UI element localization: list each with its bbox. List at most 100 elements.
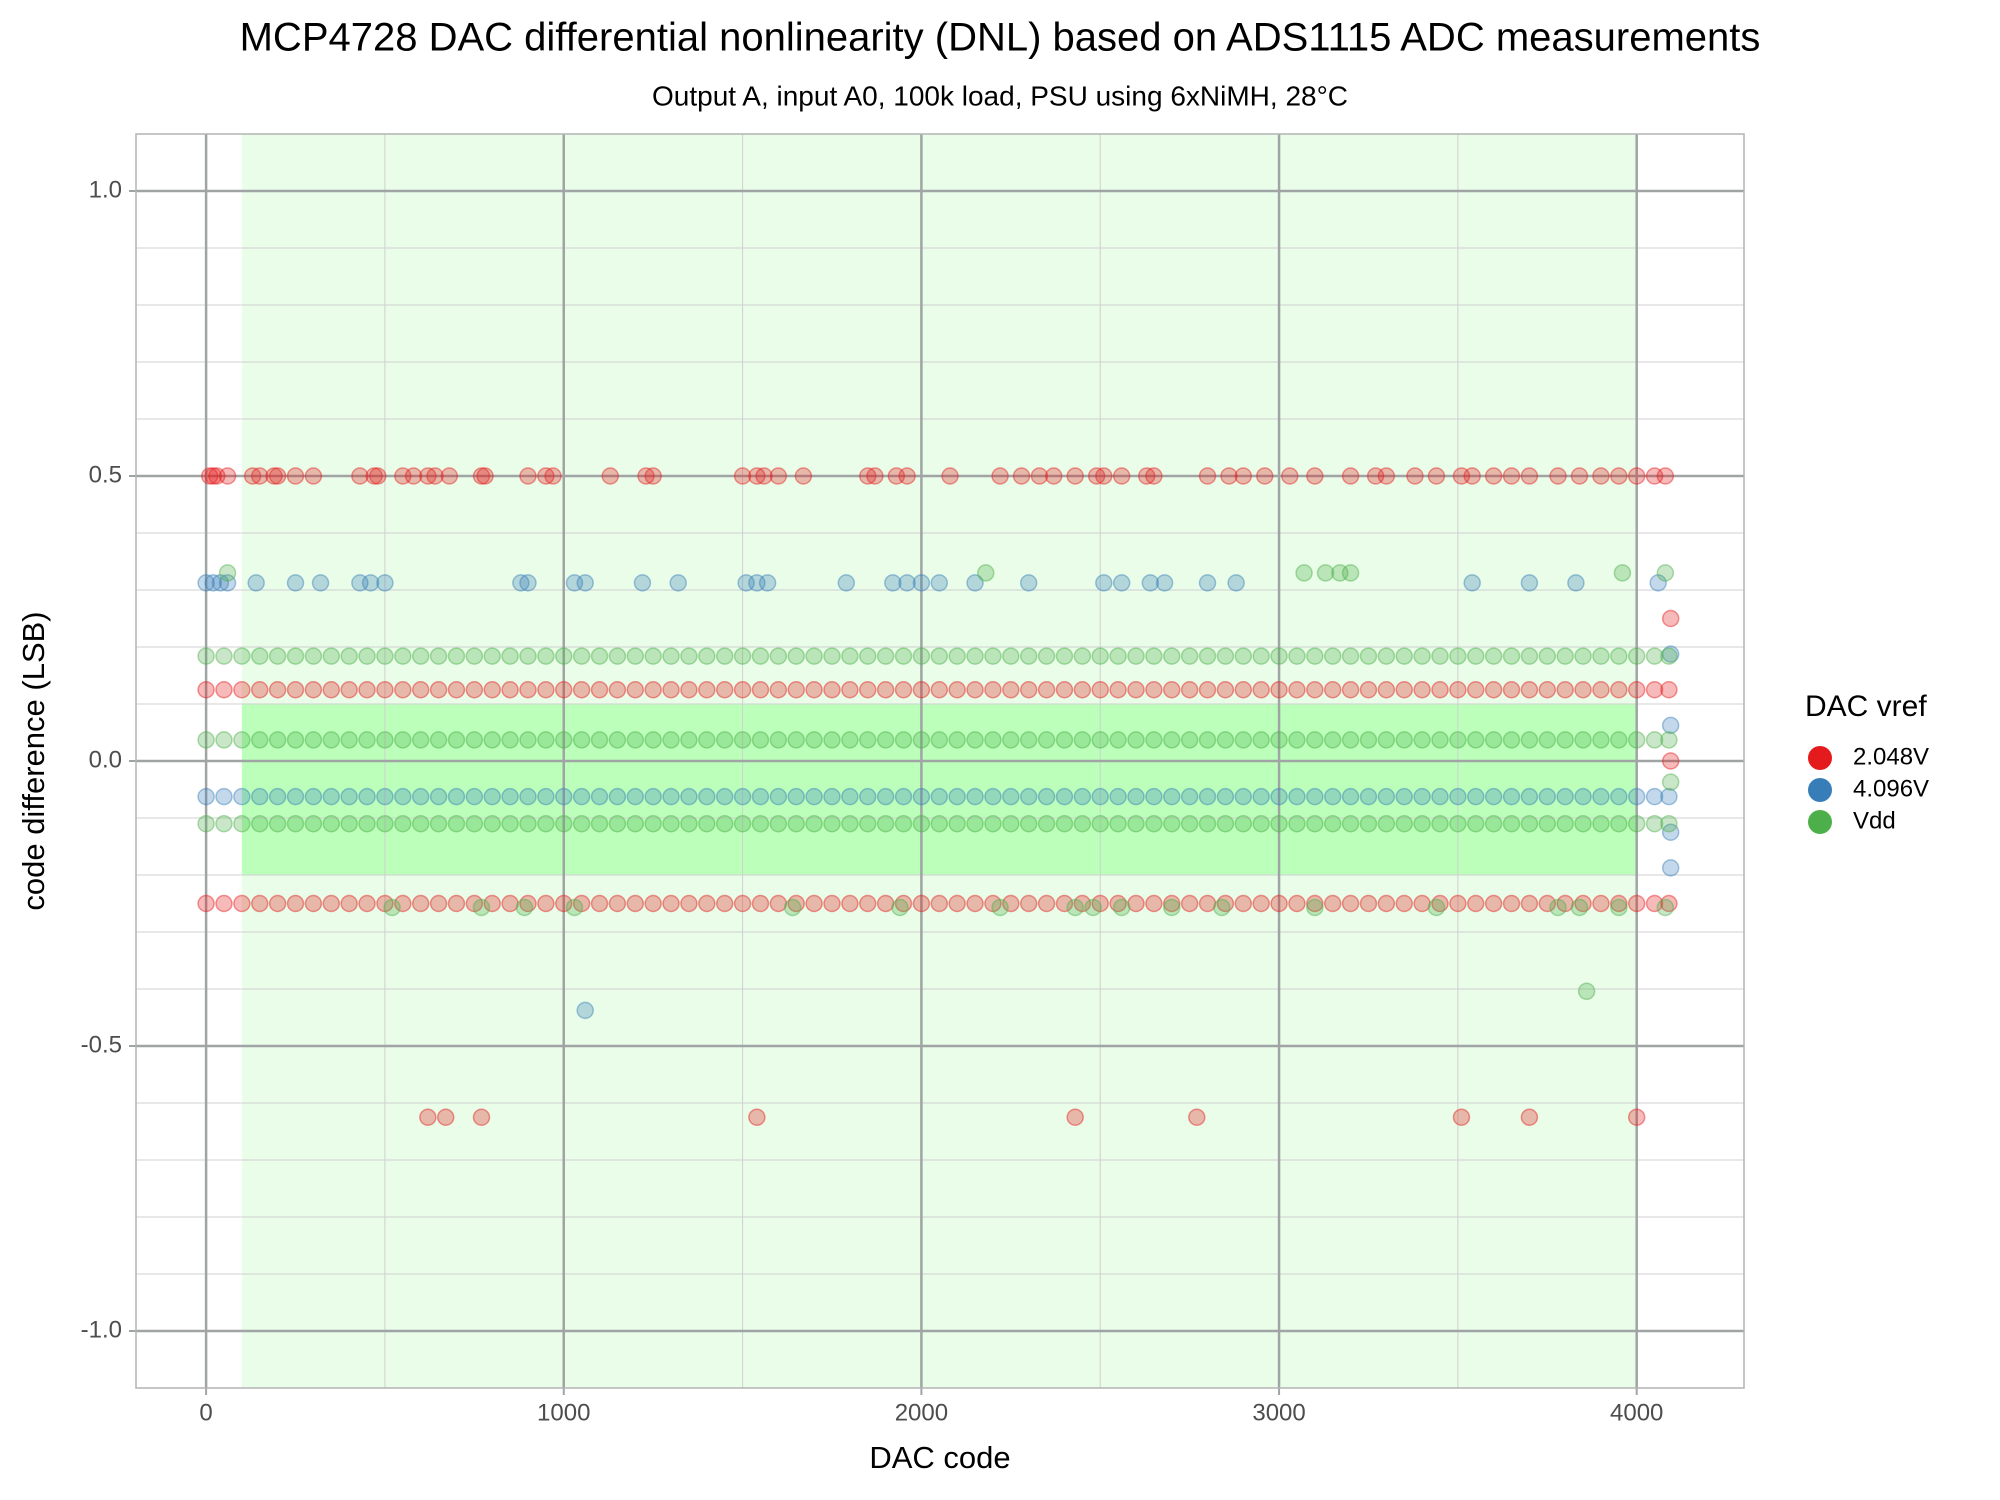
point	[841, 647, 859, 665]
point	[1645, 731, 1664, 749]
point	[1037, 787, 1056, 806]
point	[1660, 787, 1678, 806]
point	[358, 731, 376, 749]
point	[1091, 731, 1109, 749]
point	[1649, 574, 1667, 592]
point	[1431, 731, 1449, 749]
point	[204, 467, 223, 485]
point	[1413, 731, 1431, 749]
point	[1395, 647, 1413, 665]
point	[1538, 647, 1557, 665]
point	[1198, 894, 1217, 913]
point	[1145, 894, 1163, 913]
point	[1452, 467, 1471, 485]
point	[1359, 787, 1378, 806]
point	[991, 467, 1009, 485]
point	[884, 574, 902, 592]
point	[411, 894, 430, 913]
point	[930, 894, 949, 913]
point	[1037, 731, 1056, 749]
point	[1216, 894, 1235, 913]
point	[1295, 564, 1313, 582]
y-tick-label: -1.0	[81, 1316, 122, 1343]
point	[1137, 467, 1156, 485]
point	[411, 647, 430, 665]
point	[286, 731, 305, 749]
point	[1055, 787, 1074, 806]
point	[544, 467, 562, 485]
point	[1661, 859, 1680, 877]
point	[565, 898, 584, 917]
point	[823, 787, 841, 806]
point	[948, 814, 966, 833]
point	[841, 814, 859, 833]
point	[1288, 681, 1306, 699]
y-axis-label: code difference (LSB)	[16, 611, 51, 910]
point	[1002, 814, 1020, 833]
point	[197, 681, 215, 699]
point	[805, 647, 823, 665]
point	[1234, 467, 1253, 485]
point	[465, 787, 484, 806]
point	[1323, 787, 1342, 806]
point	[859, 681, 877, 699]
point	[1359, 731, 1378, 749]
point	[465, 894, 484, 913]
point	[1520, 681, 1539, 699]
point	[204, 574, 223, 592]
point	[1610, 731, 1628, 749]
point	[197, 574, 215, 592]
point	[197, 731, 215, 749]
point	[1645, 647, 1664, 665]
point	[1037, 814, 1056, 833]
point	[1359, 894, 1378, 913]
point	[304, 647, 323, 665]
point	[1019, 681, 1038, 699]
point	[751, 647, 770, 665]
point	[1592, 894, 1610, 913]
point	[912, 894, 931, 913]
point	[286, 894, 305, 913]
point	[465, 647, 484, 665]
point	[1645, 681, 1664, 699]
point	[419, 467, 437, 485]
point	[1270, 681, 1288, 699]
point	[1145, 467, 1163, 485]
point	[268, 787, 287, 806]
point	[1645, 787, 1664, 806]
point	[322, 894, 341, 913]
point	[837, 574, 856, 592]
point	[787, 814, 805, 833]
point	[358, 814, 376, 833]
point	[823, 647, 841, 665]
point	[894, 787, 913, 806]
point	[680, 814, 698, 833]
point	[1660, 731, 1678, 749]
point	[233, 647, 251, 665]
point	[608, 814, 627, 833]
point	[1656, 467, 1675, 485]
point	[1288, 814, 1306, 833]
point	[483, 787, 501, 806]
point	[215, 814, 233, 833]
point	[519, 894, 537, 913]
point	[268, 894, 287, 913]
point	[1084, 898, 1102, 917]
point	[1252, 894, 1270, 913]
point	[572, 894, 591, 913]
point	[340, 814, 358, 833]
point	[1234, 681, 1253, 699]
point	[1484, 787, 1503, 806]
point	[1012, 467, 1031, 485]
point	[1281, 467, 1299, 485]
point	[715, 814, 734, 833]
point	[1610, 467, 1628, 485]
point	[876, 894, 895, 913]
point	[1574, 894, 1592, 913]
point	[1002, 731, 1020, 749]
point	[376, 681, 394, 699]
point	[555, 814, 573, 833]
point	[1661, 823, 1680, 841]
point	[1066, 467, 1084, 485]
point	[644, 731, 662, 749]
